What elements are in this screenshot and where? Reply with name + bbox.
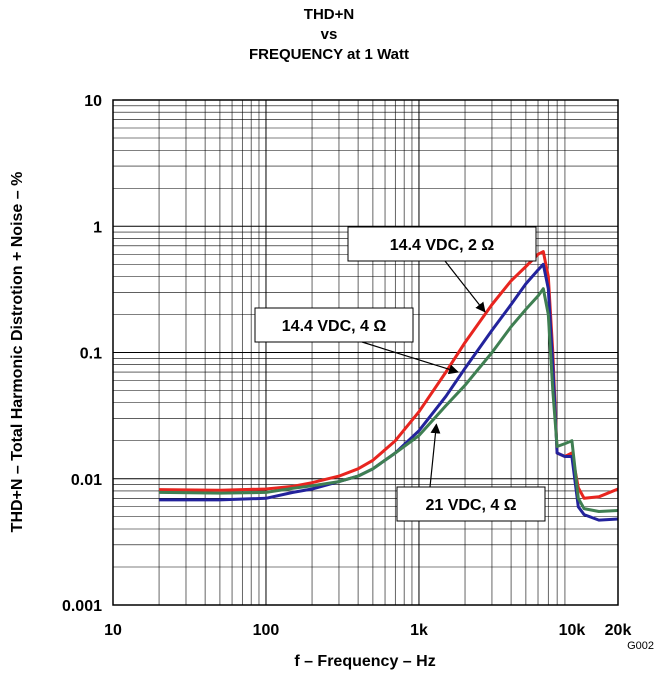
annotation-label-3: 21 VDC, 4 Ω (425, 497, 516, 514)
y-tick-label: 0.001 (62, 598, 102, 615)
annotation-arrow-3 (429, 423, 441, 488)
annotation-label-1: 14.4 VDC, 2 Ω (390, 237, 495, 254)
y-tick-label: 1 (93, 219, 102, 236)
series-line-3 (159, 287, 618, 513)
annotation-box-2 (254, 307, 414, 343)
chart-title-line-2: vs (320, 26, 338, 43)
series-line-1 (159, 250, 618, 500)
x-tick-label: 10k (559, 622, 586, 639)
x-tick-label: 100 (253, 622, 280, 639)
y-axis-label: THD+N – Total Harmonic Distrotion + Nois… (9, 172, 26, 533)
figure-id: G002 (627, 640, 654, 652)
annotation-box-3 (396, 486, 546, 522)
x-tick-label: 1k (410, 622, 428, 639)
series-line-2 (159, 262, 618, 522)
y-tick-label: 0.01 (71, 472, 102, 489)
y-tick-labels: 0.001 0.01 0.1 1 10 (62, 93, 102, 615)
x-tick-label: 20k (605, 622, 632, 639)
chart-title-line-3: FREQUENCY at 1 Watt (248, 46, 410, 63)
x-axis-label: f – Frequency – Hz (294, 653, 435, 670)
series-layer (159, 250, 618, 522)
y-tick-label: 0.1 (80, 346, 102, 363)
plot-frame (112, 99, 619, 606)
annotation-arrow-2 (361, 341, 459, 375)
annotations: 14.4 VDC, 2 Ω 14.4 VDC, 4 Ω 21 VDC, 4 Ω (254, 226, 546, 522)
y-tick-label: 10 (84, 93, 102, 110)
annotation-box-1 (347, 226, 537, 262)
x-tick-labels: 10 100 1k 10k 20k (104, 622, 631, 639)
annotation-arrow-1 (444, 260, 486, 313)
plot-grid (113, 100, 618, 605)
x-tick-label: 10 (104, 622, 122, 639)
chart-title-line-1: THD+N (303, 6, 355, 23)
annotation-label-2: 14.4 VDC, 4 Ω (282, 318, 387, 335)
